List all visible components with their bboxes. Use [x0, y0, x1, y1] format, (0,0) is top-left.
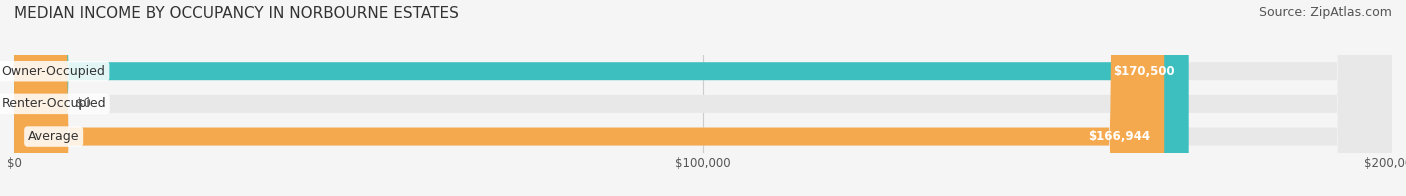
FancyBboxPatch shape	[14, 0, 1188, 196]
FancyBboxPatch shape	[14, 0, 1164, 196]
Text: Average: Average	[28, 130, 79, 143]
FancyBboxPatch shape	[14, 0, 1392, 196]
Text: Source: ZipAtlas.com: Source: ZipAtlas.com	[1258, 6, 1392, 19]
FancyBboxPatch shape	[14, 0, 1392, 196]
Text: $0: $0	[76, 97, 91, 110]
Text: $166,944: $166,944	[1088, 130, 1150, 143]
Text: $170,500: $170,500	[1114, 65, 1175, 78]
FancyBboxPatch shape	[14, 0, 1392, 196]
Text: Renter-Occupied: Renter-Occupied	[1, 97, 105, 110]
Text: MEDIAN INCOME BY OCCUPANCY IN NORBOURNE ESTATES: MEDIAN INCOME BY OCCUPANCY IN NORBOURNE …	[14, 6, 458, 21]
Text: Owner-Occupied: Owner-Occupied	[1, 65, 105, 78]
